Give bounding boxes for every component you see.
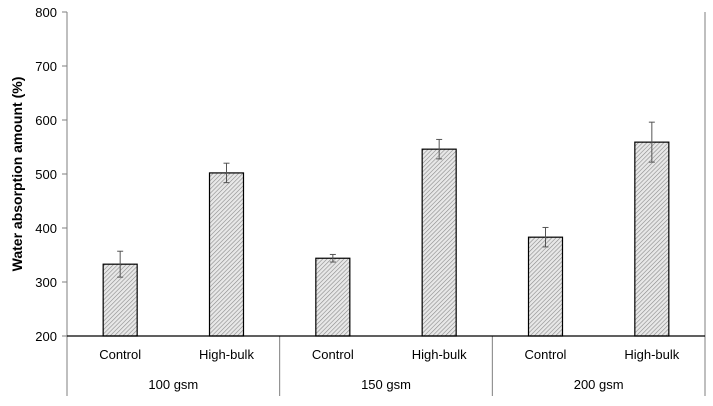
y-axis-label: Water absorption amount (%) [9,77,25,272]
bar [527,236,564,337]
group-label: 100 gsm [148,377,198,392]
y-tick-label: 500 [35,167,57,182]
y-tick-label: 600 [35,113,57,128]
y-tick-label: 400 [35,221,57,236]
bar [421,148,457,337]
group-label: 150 gsm [361,377,411,392]
x-tick-label: High-bulk [412,347,467,362]
y-tick-label: 800 [35,5,57,20]
y-tick-label: 200 [35,329,57,344]
y-tick-label: 300 [35,275,57,290]
bar [634,141,670,337]
bar [208,172,245,337]
x-tick-label: Control [99,347,141,362]
y-tick-label: 700 [35,59,57,74]
x-tick-label: Control [525,347,567,362]
bar [315,257,351,337]
x-tick-label: High-bulk [199,347,254,362]
x-tick-label: Control [312,347,354,362]
group-label: 200 gsm [574,377,624,392]
x-tick-label: High-bulk [624,347,679,362]
